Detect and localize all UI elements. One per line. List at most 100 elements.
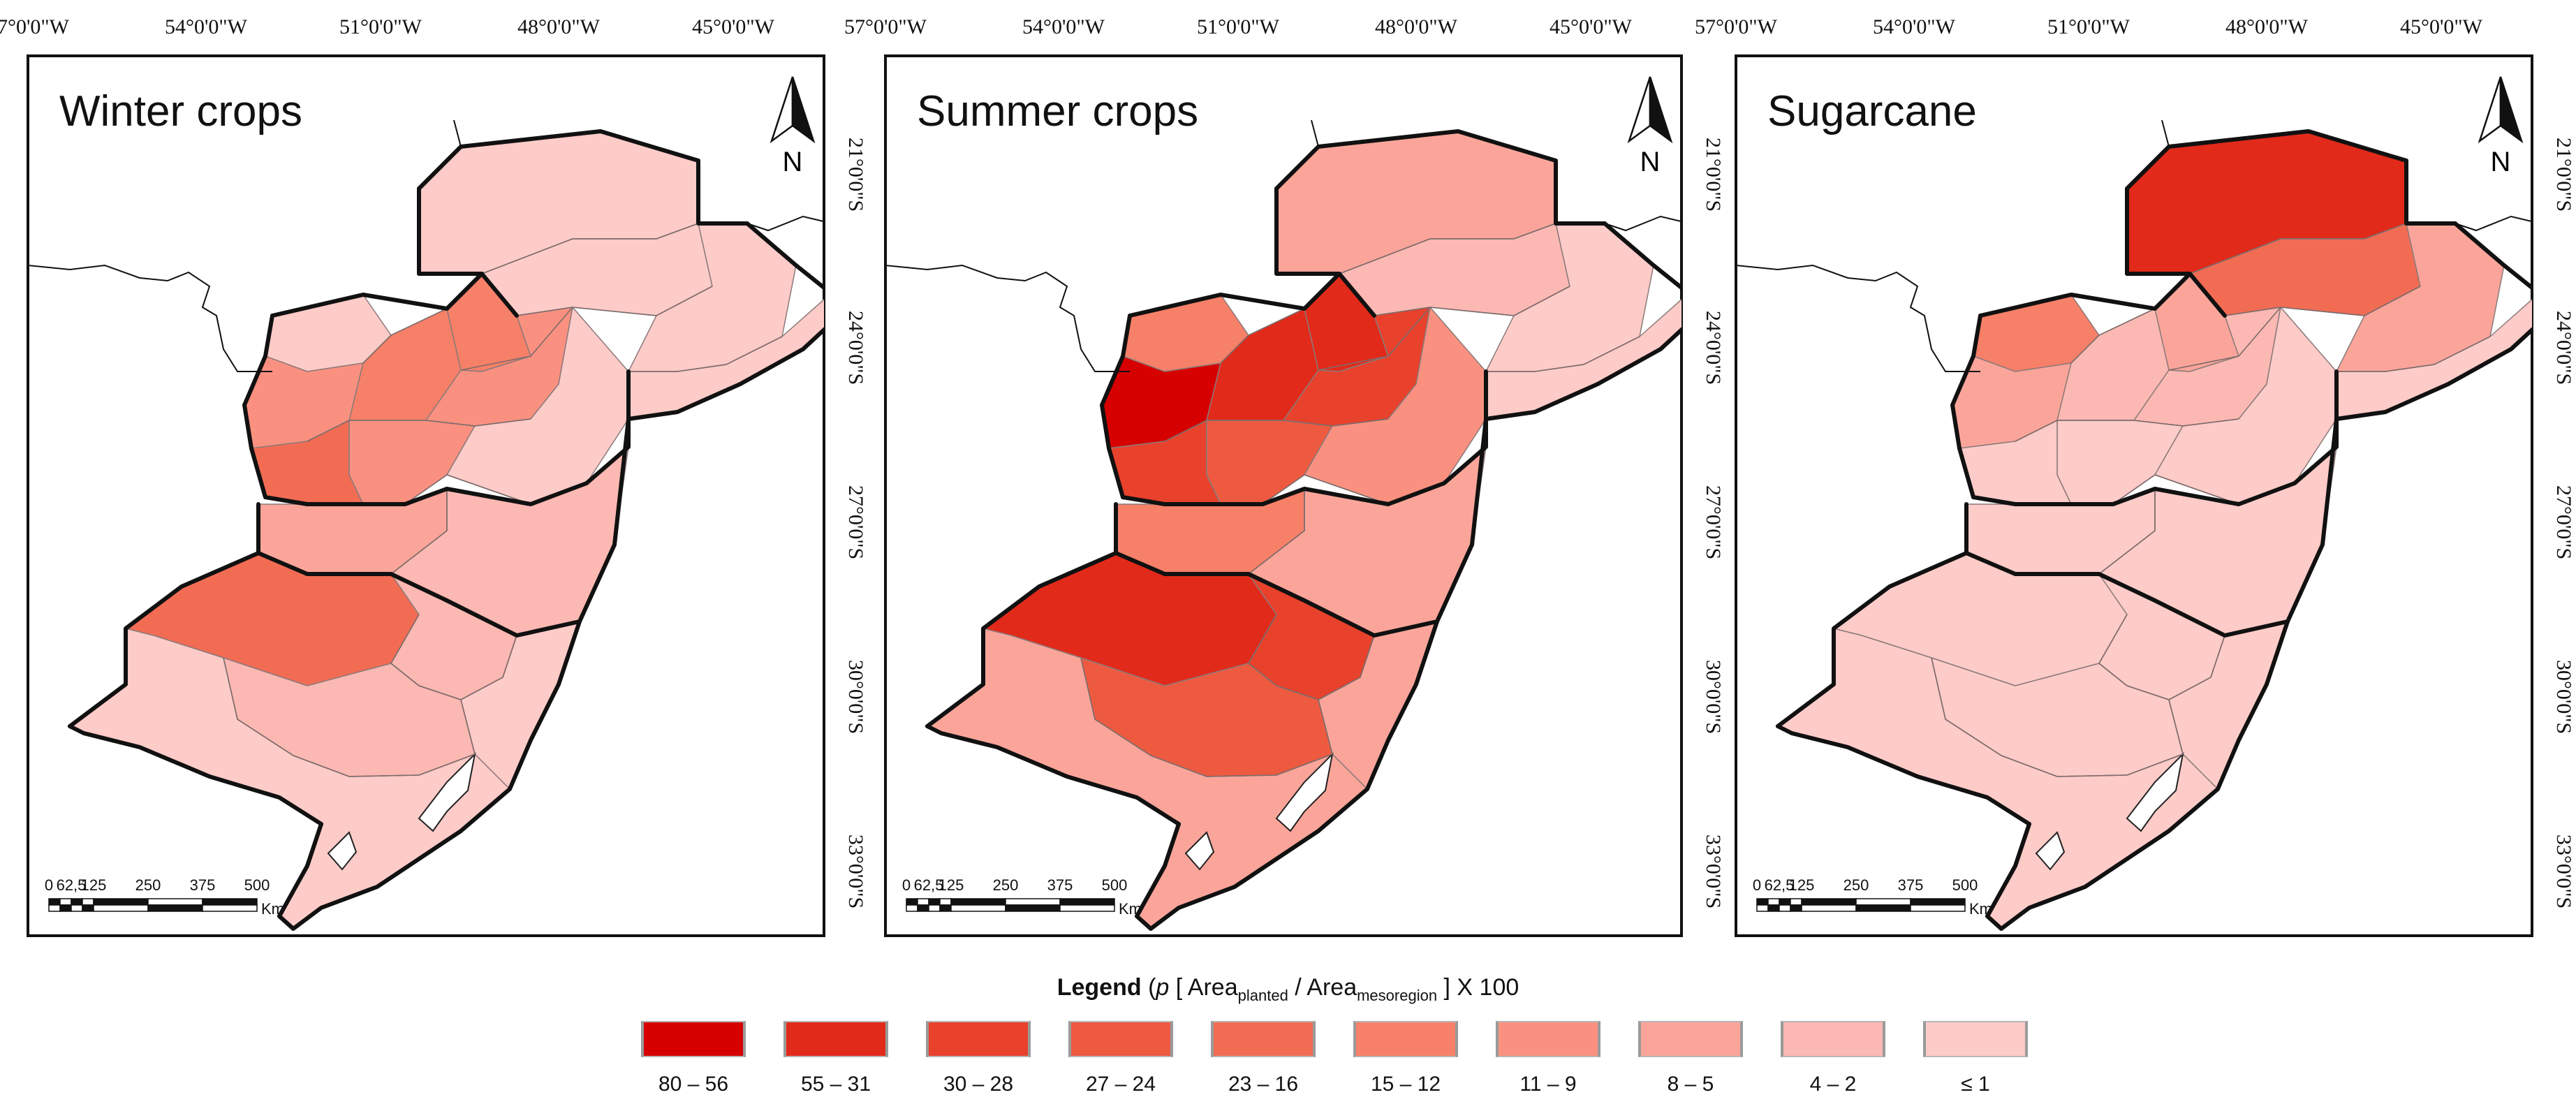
mesoregion-boundary xyxy=(2098,614,2128,664)
state-border xyxy=(1274,186,1376,318)
scale-unit: Km xyxy=(261,900,284,918)
longitude-label: 48°0'0"W xyxy=(1375,15,1458,38)
mesoregion-boundary xyxy=(481,223,699,274)
state-border xyxy=(1950,314,2339,506)
scale-unit: Km xyxy=(1969,900,1992,918)
latitude-label: 24°0'0"S xyxy=(1702,311,1725,385)
legend-item: 27 – 24 xyxy=(1068,1021,1173,1096)
lagoon xyxy=(327,831,358,871)
panel-title: Winter crops xyxy=(59,87,302,135)
legend-item: 4 – 2 xyxy=(1781,1021,1885,1096)
mesoregion-boundary xyxy=(2189,223,2407,274)
legend-item: 23 – 16 xyxy=(1211,1021,1316,1096)
scale-tick-label: 0 xyxy=(902,876,911,894)
legend-label: ≤ 1 xyxy=(1961,1073,1990,1096)
state-border xyxy=(1274,129,1681,421)
mesoregion-boundary xyxy=(1080,657,1333,777)
scale-tick-label: 500 xyxy=(1952,876,1978,894)
map-panel-winter-crops: 57°0'0"W 54°0'0"W 51°0'0"W 48°0'0"W 45°0'0"W… xyxy=(0,15,867,937)
latitude-label: 24°0'0"S xyxy=(844,311,867,385)
state-border xyxy=(305,572,582,638)
state-border xyxy=(925,502,1118,728)
longitude-label: 48°0'0"W xyxy=(517,15,601,38)
longitude-label: 54°0'0"W xyxy=(165,15,248,38)
legend-label: 80 – 56 xyxy=(658,1073,729,1096)
country-border xyxy=(885,264,1130,372)
north-label: N xyxy=(2491,147,2511,177)
legend-swatch xyxy=(1923,1021,2028,1057)
state-border xyxy=(1163,572,1439,638)
mesoregion-boundary xyxy=(2168,307,2281,371)
mesoregion-boundary xyxy=(362,308,448,364)
legend-swatch xyxy=(1211,1021,1316,1057)
country-border xyxy=(746,215,824,232)
mesoregion-boundary xyxy=(2098,489,2156,575)
legend-item: ≤ 1 xyxy=(1923,1021,2028,1096)
scale-tick-label: 375 xyxy=(190,876,216,894)
state-border xyxy=(2013,572,2290,638)
state-border xyxy=(2125,186,2227,318)
mesoregion-boundary xyxy=(307,420,350,442)
state-border xyxy=(68,502,260,728)
legend-label: 55 – 31 xyxy=(800,1073,871,1096)
country-border xyxy=(1736,264,1980,372)
mesoregion-boundary xyxy=(1220,308,1305,364)
legend-item: 15 – 12 xyxy=(1353,1021,1458,1096)
scale-tick-label: 375 xyxy=(1047,876,1073,894)
latitude-label: 21°0'0"S xyxy=(2552,138,2575,212)
latitude-label: 33°0'0"S xyxy=(2552,834,2575,908)
state-border xyxy=(242,314,631,506)
state-border xyxy=(417,186,519,318)
latitude-label: 27°0'0"S xyxy=(1702,485,1725,559)
mesoregion-boundary xyxy=(1318,307,1431,371)
state-border xyxy=(1114,551,1167,576)
state-border xyxy=(1985,417,2339,931)
country-border xyxy=(2161,119,2170,147)
scale-tick-label: 500 xyxy=(244,876,270,894)
legend-item: 11 – 9 xyxy=(1496,1021,1600,1096)
map-panel-summer-crops: 57°0'0"W 54°0'0"W 51°0'0"W 48°0'0"W 45°0'0"W… xyxy=(844,15,1725,937)
scale-tick-label: 0 xyxy=(45,876,53,894)
longitude-label: 57°0'0"W xyxy=(844,15,927,38)
legend-swatch xyxy=(1068,1021,1173,1057)
scale-unit: Km xyxy=(1119,900,1142,918)
mesoregion-boundary xyxy=(390,614,420,664)
mesoregion-boundary xyxy=(2098,663,2184,755)
state-border xyxy=(1135,417,1488,931)
country-border xyxy=(2454,215,2532,232)
north-arrow-icon: N xyxy=(2478,76,2524,177)
latitude-label: 27°0'0"S xyxy=(844,485,867,559)
state-border xyxy=(1978,272,2192,318)
mesoregion-boundary xyxy=(223,657,476,777)
state-border xyxy=(256,551,309,576)
mesoregion-boundary xyxy=(2168,635,2225,700)
mesoregion-boundary xyxy=(2336,336,2491,372)
panel-title: Sugarcane xyxy=(1767,87,1977,135)
north-label: N xyxy=(783,147,803,177)
state-border xyxy=(417,129,824,421)
map-body xyxy=(885,119,1681,931)
legend-swatch xyxy=(1638,1021,1743,1057)
mesoregion-boundary xyxy=(628,336,783,372)
mesoregion-boundary xyxy=(390,489,448,575)
country-border xyxy=(1604,215,1681,232)
state-border xyxy=(277,417,631,931)
longitude-label: 45°0'0"W xyxy=(1550,15,1633,38)
legend-swatch xyxy=(641,1021,746,1057)
north-arrow-icon: N xyxy=(1627,76,1673,177)
scale-tick-label: 62,5 xyxy=(1765,876,1795,894)
scale-tick-label: 500 xyxy=(1102,876,1128,894)
legend-item: 55 – 31 xyxy=(783,1021,888,1096)
state-border xyxy=(1776,724,2031,826)
north-arrow-icon: N xyxy=(770,76,816,177)
scale-tick-label: 375 xyxy=(1898,876,1924,894)
longitude-label: 51°0'0"W xyxy=(339,15,422,38)
longitude-label: 57°0'0"W xyxy=(1695,15,1778,38)
mesoregion-boundary xyxy=(2224,286,2421,316)
legend-label: 23 – 16 xyxy=(1228,1073,1299,1096)
scale-tick-label: 125 xyxy=(1789,876,1815,894)
panel-title: Summer crops xyxy=(917,87,1198,135)
